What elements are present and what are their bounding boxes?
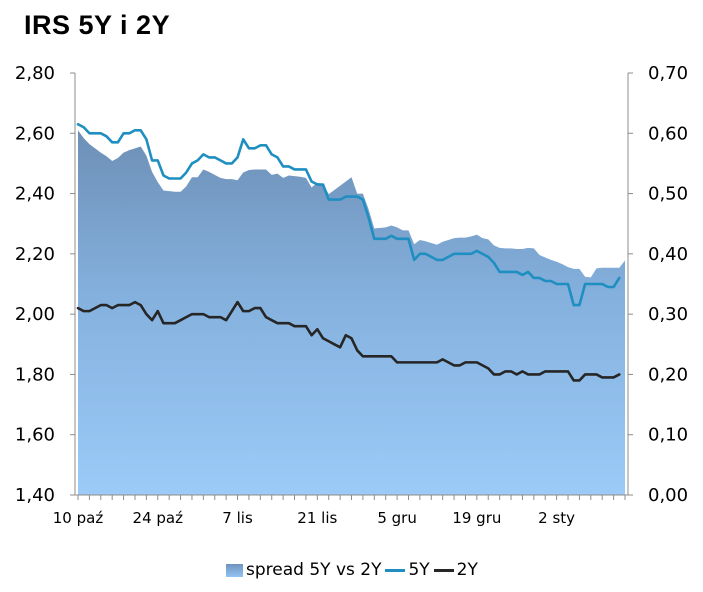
y-right-tick-label: 0,30 [648,304,688,325]
x-tick-label: 19 gru [452,509,501,527]
legend-label-spread: spread 5Y vs 2Y [246,560,382,580]
y-right-tick-label: 0,20 [648,364,688,385]
y-left-tick-label: 1,40 [15,485,55,506]
x-tick-label: 5 gru [377,509,417,527]
x-tick-label: 2 sty [538,509,575,527]
legend-swatch-2y [433,568,454,572]
y-right-tick-label: 0,60 [648,123,688,144]
x-tick-label: 21 lis [297,509,337,527]
y-left-tick-label: 2,60 [15,123,55,144]
y-right-tick-label: 0,00 [648,485,688,506]
y-left-tick-label: 2,20 [15,244,55,265]
y-right-tick-label: 0,70 [648,63,688,84]
legend-label-2y: 2Y [456,560,478,580]
y-right-tick-label: 0,50 [648,184,688,205]
y-left-tick-label: 2,00 [15,304,55,325]
y-left-tick-label: 2,80 [15,63,55,84]
series-5y-line [76,122,621,307]
legend-swatch-spread [226,563,243,577]
chart-legend: spread 5Y vs 2Y 5Y 2Y [226,560,482,580]
legend-label-5y: 5Y [408,560,430,580]
series-spread-area [78,130,625,495]
series-2y-line [76,300,621,382]
legend-item-2y: 2Y [433,560,478,580]
y-right-tick-label: 0,10 [648,425,688,446]
x-tick-label: 24 paź [133,509,184,527]
y-left-tick-label: 1,80 [15,364,55,385]
x-tick-label: 10 paź [53,509,104,527]
y-left-tick-label: 2,40 [15,184,55,205]
legend-swatch-5y [385,568,406,572]
x-tick-label: 7 lis [222,509,253,527]
legend-item-5y: 5Y [385,560,430,580]
y-left-tick-label: 1,60 [15,425,55,446]
legend-item-spread: spread 5Y vs 2Y [226,560,381,580]
chart-title: IRS 5Y i 2Y [24,10,171,40]
y-right-tick-label: 0,40 [648,244,688,265]
